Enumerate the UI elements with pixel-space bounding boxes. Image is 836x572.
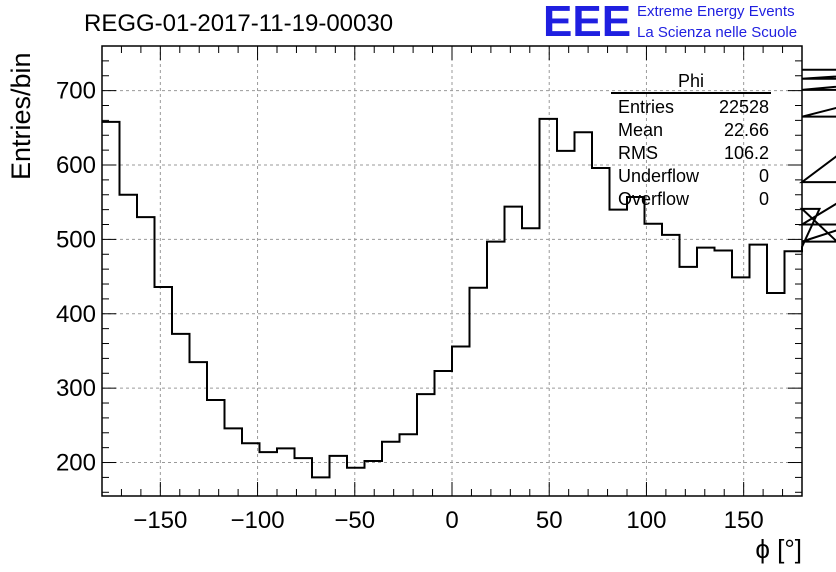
histogram-bin (732, 277, 750, 496)
x-tick-label: 150 (724, 507, 764, 534)
stats-box: Phi Entries 22528 Mean 22.66 RMS 106.2 U… (611, 70, 771, 211)
x-tick-label: −150 (133, 507, 187, 534)
x-tick-label: 100 (626, 507, 666, 534)
stats-key: Underflow (618, 166, 700, 186)
histogram-bin (627, 197, 645, 496)
stats-title: Phi (677, 71, 704, 91)
histogram-bin (242, 443, 260, 496)
eee-logo: EEE (543, 0, 632, 46)
histogram-bin (680, 267, 698, 496)
stats-row-overflow: Overflow 0 (611, 188, 771, 211)
stats-value: 106.2 (723, 143, 769, 163)
histogram-bin (382, 442, 400, 496)
histogram-bin (172, 334, 190, 496)
stats-value: 0 (758, 189, 769, 209)
histogram-bin (277, 448, 295, 496)
histogram-bin (102, 122, 120, 496)
histogram-bin (120, 195, 138, 496)
histogram-bin (610, 210, 628, 496)
histogram-bin (347, 468, 365, 496)
histogram-bin (697, 248, 715, 496)
y-tick-label: 500 (56, 226, 96, 253)
stats-divider (611, 92, 771, 94)
y-tick-label: 700 (56, 78, 96, 105)
histogram-bin (470, 288, 488, 496)
histogram-bin (452, 346, 470, 496)
histogram-bin (522, 228, 540, 496)
histogram-bin (365, 461, 383, 496)
histogram-bin (137, 217, 155, 496)
histogram-bin (557, 151, 575, 496)
histogram-bin (750, 245, 768, 496)
histogram-bin (505, 207, 523, 496)
histogram-bin (715, 251, 733, 496)
stats-value: 0 (758, 166, 769, 186)
histogram-bin (330, 456, 348, 496)
stats-key: Mean (618, 120, 664, 140)
histogram-bin (312, 477, 330, 496)
histogram-bin (155, 287, 173, 496)
stats-key: Overflow (618, 189, 690, 209)
histogram-bin (592, 168, 610, 496)
run-title: REGG-01-2017-11-19-00030 (84, 10, 394, 37)
y-tick-label: 600 (56, 152, 96, 179)
histogram-bin (487, 242, 505, 496)
logo-caption-line2: La Scienza nelle Scuole (637, 24, 798, 41)
histogram-bin (295, 458, 313, 496)
y-axis-label: Entries/bin (6, 52, 36, 180)
histogram-bin (540, 119, 558, 496)
x-tick-label: −50 (334, 507, 375, 534)
y-tick-label: 400 (56, 301, 96, 328)
stats-value: 22.66 (723, 120, 769, 140)
histogram-bin (190, 362, 208, 496)
x-axis-label: ϕ [°] (755, 534, 802, 564)
stats-value: 22528 (718, 97, 769, 117)
logo-caption-line1: Extreme Energy Events (637, 3, 795, 20)
histogram-bin (767, 293, 785, 496)
y-tick-label: 200 (56, 450, 96, 477)
histogram-bin (645, 224, 663, 496)
histogram-bin (662, 235, 680, 496)
y-tick-label: 300 (56, 375, 96, 402)
stats-row-mean: Mean 22.66 (611, 119, 771, 142)
x-tick-label: −100 (231, 507, 285, 534)
histogram-bin (260, 452, 278, 496)
histogram-bin (400, 434, 418, 496)
histogram-bin (207, 400, 225, 496)
histogram-bin (225, 428, 243, 496)
stats-key: Entries (618, 97, 675, 117)
x-tick-label: 0 (445, 507, 458, 534)
x-tick-label: 50 (536, 507, 563, 534)
histogram-bin (417, 394, 435, 496)
histogram-bin (435, 371, 453, 496)
stats-row-entries: Entries 22528 (611, 96, 771, 119)
stats-key: RMS (618, 143, 658, 163)
stats-row-underflow: Underflow 0 (611, 165, 771, 188)
stats-row-rms: RMS 106.2 (611, 142, 771, 165)
